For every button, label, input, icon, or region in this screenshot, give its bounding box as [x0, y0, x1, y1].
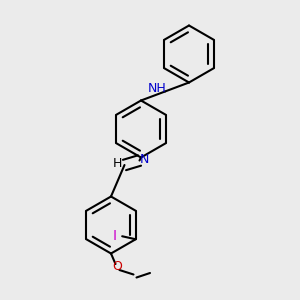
Text: N: N	[140, 153, 150, 167]
Text: H: H	[112, 157, 122, 170]
Text: O: O	[112, 260, 122, 274]
Text: I: I	[113, 229, 117, 243]
Text: NH: NH	[148, 82, 167, 95]
